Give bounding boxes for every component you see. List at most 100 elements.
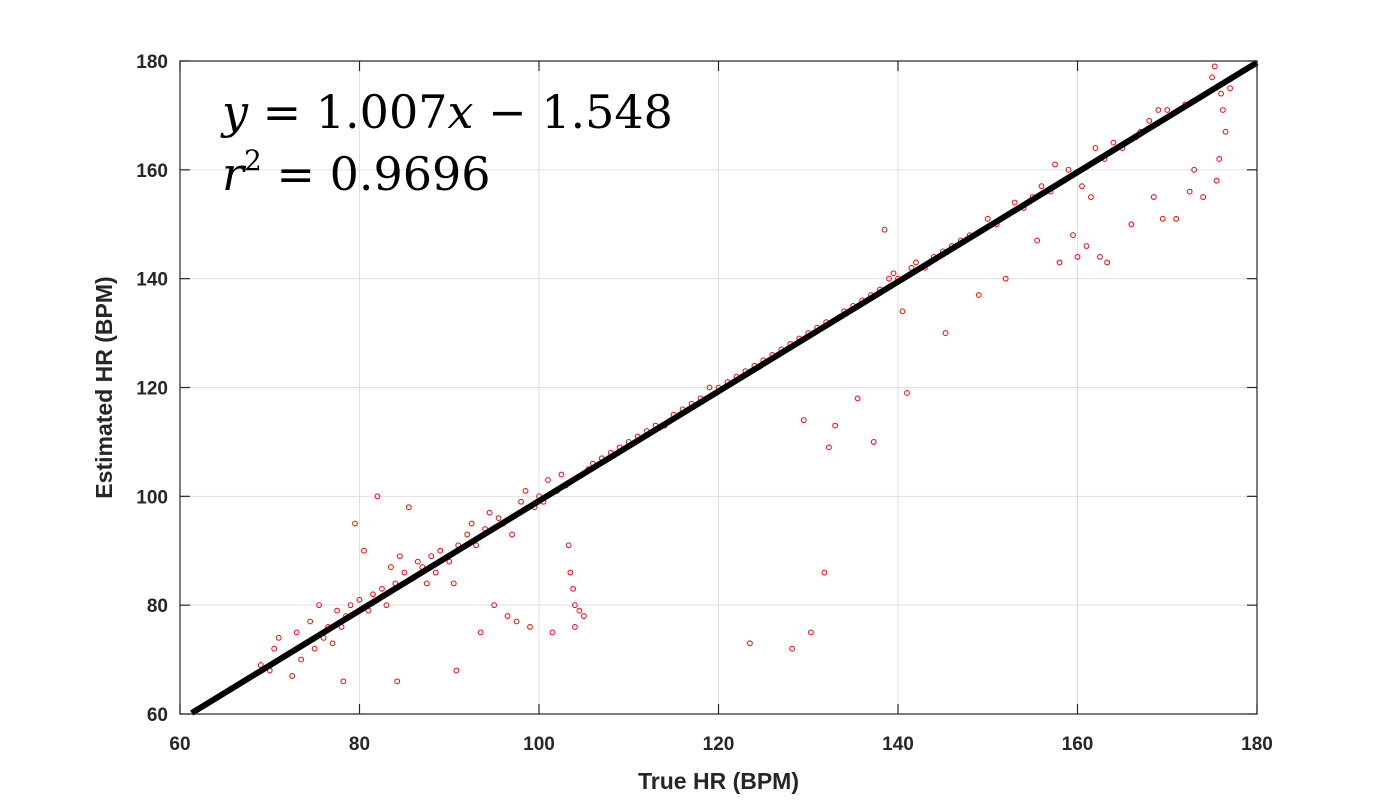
data-point [1211,63,1218,70]
x-tick-label: 60 [169,734,190,755]
data-point [473,542,480,549]
y-tick-label: 100 [136,487,168,508]
data-point [1219,107,1226,113]
data-point [1079,183,1085,190]
data-point [464,531,471,538]
data-point [854,395,861,402]
x-tick-labels: 60 80 100 120 140 160 180 [169,734,1272,755]
data-point [1052,161,1058,168]
equation-intercept: − 1.548 [473,85,672,139]
data-point [1222,128,1229,135]
data-point [383,602,390,609]
data-point [307,618,314,625]
data-point [747,640,753,647]
data-point [275,634,282,641]
data-point [370,591,376,598]
data-point [1088,194,1094,200]
equation-y-var: y [220,85,249,139]
data-point [495,515,502,521]
data-point [1146,117,1153,124]
data-point [298,656,305,663]
data-point [1065,166,1072,173]
data-point [870,439,877,445]
data-point [984,215,991,222]
fit-line [190,60,1259,716]
data-point [334,607,340,614]
data-point [1034,237,1041,244]
data-point [432,569,439,576]
data-point [800,417,807,424]
x-tick-label: 120 [703,734,735,755]
data-point [522,487,529,494]
y-tick-label: 120 [136,379,168,400]
data-point [414,558,421,565]
data-point [329,640,336,647]
data-point [886,275,892,282]
x-tick-label: 100 [523,734,555,755]
data-point [491,602,498,609]
data-point [1213,177,1220,184]
data-point [1186,188,1193,195]
data-point [558,471,565,478]
data-point [437,547,444,554]
data-point [388,564,394,570]
data-point [899,308,906,315]
data-point [572,624,578,630]
y-tick-label: 180 [136,52,168,73]
data-point [789,645,795,652]
data-point [453,667,460,674]
y-tick-labels: 60 80 100 120 140 160 180 [136,52,168,726]
data-point [1227,85,1233,92]
data-point [1110,139,1117,146]
data-point [527,624,533,630]
data-point [311,645,318,652]
data-point [1164,107,1171,113]
x-tick-label: 160 [1062,734,1094,755]
data-point [1191,166,1198,173]
data-point [1173,215,1180,222]
data-point [394,678,401,685]
y-tick-label: 140 [136,270,168,291]
data-point [570,585,577,592]
data-point [825,444,832,451]
y-tick-label: 60 [147,705,168,726]
data-point [1155,107,1162,113]
data-point [1074,254,1081,260]
data-point [565,542,572,549]
data-point [361,547,367,554]
data-point [423,580,430,587]
r-squared-var: r [222,147,247,201]
data-point [576,607,583,614]
data-point [1083,243,1090,249]
data-point [477,629,484,636]
data-point [1218,90,1224,97]
x-tick-label: 180 [1241,734,1273,755]
data-point [316,602,323,609]
data-point [405,504,412,511]
data-point [549,629,556,636]
data-point [580,613,587,619]
data-point [1209,74,1216,81]
data-point [1200,194,1207,200]
data-point [1128,221,1135,228]
data-point [1104,259,1111,266]
data-point [890,270,897,277]
data-point [975,292,982,298]
data-point [486,509,493,516]
data-point [832,422,839,429]
data-point [518,498,524,505]
data-point [545,477,551,483]
r-squared-value: = 0.9696 [262,147,491,201]
r-squared: r2 = 0.9696 [222,144,491,201]
data-point [1097,254,1103,260]
data-point [1002,275,1009,282]
data-point [567,569,574,576]
regression-equation: y = 1.007x − 1.548 [220,85,673,139]
data-point [289,673,296,679]
r-squared-exponent: 2 [244,144,262,177]
data-point [450,580,457,587]
data-point [271,645,278,652]
data-point [379,585,385,592]
data-point [942,330,949,336]
